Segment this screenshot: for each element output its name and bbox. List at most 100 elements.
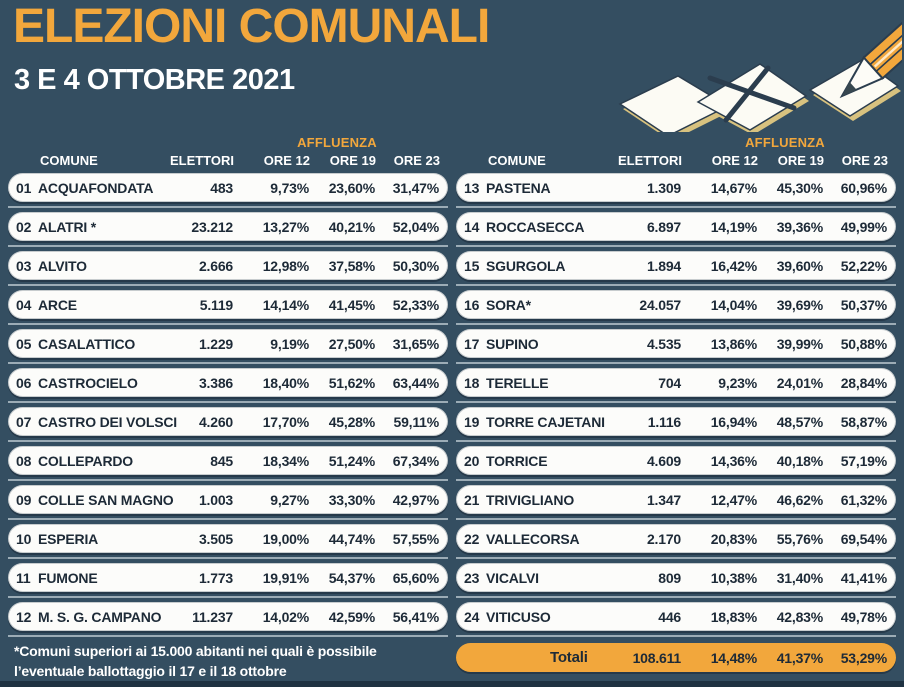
row-divider <box>8 479 448 481</box>
comune-cell: 21 TRIVIGLIANO <box>464 492 603 508</box>
row-pill: 09 COLLE SAN MAGNO 1.003 9,27% 33,30% 42,… <box>8 485 448 514</box>
ore12-cell: 18,83% <box>710 608 757 625</box>
row-pill: 08 COLLEPARDO 845 18,34% 51,24% 67,34% <box>8 446 448 475</box>
comune-name: TORRE CAJETANI <box>486 413 605 430</box>
row-number: 06 <box>16 374 32 391</box>
ore12-cell: 17,70% <box>262 413 309 430</box>
comune-cell: 05 CASALATTICO <box>16 336 155 352</box>
comune-cell: 19 TORRE CAJETANI <box>464 413 605 430</box>
ore23-cell: 57,55% <box>392 530 439 547</box>
column-headers-left: COMUNE ELETTORI ORE 12 ORE 19 ORE 23 <box>8 150 448 170</box>
row-pill: 19 TORRE CAJETANI 1.116 16,94% 48,57% 58,… <box>456 407 896 436</box>
ore19-cell: 41,45% <box>328 296 375 313</box>
footnote-line-1: *Comuni superiori ai 15.000 abitanti nei… <box>14 643 377 659</box>
row-pill: 12 M. S. G. CAMPANO 11.237 14,02% 42,59% … <box>8 602 448 631</box>
comune-cell: 16 SORA* <box>464 297 603 313</box>
ore19-cell: 48,57% <box>776 413 823 430</box>
ore19-cell: 39,36% <box>776 218 823 235</box>
affluenza-header: AFFLUENZA <box>456 134 896 150</box>
table-row: 16 SORA* 24.057 14,04% 39,69% 50,37% <box>456 290 896 329</box>
ore23-cell: 56,41% <box>392 608 439 625</box>
row-number: 21 <box>464 491 480 508</box>
elettori-cell: 1.347 <box>646 491 681 508</box>
ore23-cell: 50,37% <box>840 296 887 313</box>
table-right: AFFLUENZA COMUNE ELETTORI ORE 12 ORE 19 … <box>456 134 896 672</box>
row-divider <box>456 596 896 598</box>
table-row: 14 ROCCASECCA 6.897 14,19% 39,36% 49,99% <box>456 212 896 251</box>
rows-left: 01 ACQUAFONDATA 483 9,73% 23,60% 31,47% 0… <box>8 173 448 641</box>
row-divider <box>8 557 448 559</box>
elettori-cell: 1.894 <box>646 257 681 274</box>
col-header-elettori: ELETTORI <box>617 152 682 168</box>
ore23-cell: 31,65% <box>392 335 439 352</box>
elettori-cell: 23.212 <box>191 218 233 235</box>
page-subtitle: 3 E 4 OTTOBRE 2021 <box>14 64 295 96</box>
comune-name: ESPERIA <box>38 530 99 547</box>
ore12-cell: 9,27% <box>270 491 309 508</box>
row-pill: 16 SORA* 24.057 14,04% 39,69% 50,37% <box>456 290 896 319</box>
ore23-cell: 59,11% <box>393 413 439 430</box>
row-pill: 24 VITICUSO 446 18,83% 42,83% 49,78% <box>456 602 896 631</box>
comune-cell: 01 ACQUAFONDATA <box>16 180 155 196</box>
col-header-ore19: ORE 19 <box>329 152 376 168</box>
table-row: 19 TORRE CAJETANI 1.116 16,94% 48,57% 58,… <box>456 407 896 446</box>
footnote: *Comuni superiori ai 15.000 abitanti nei… <box>14 641 450 681</box>
comune-name: COLLE SAN MAGNO <box>38 491 174 508</box>
footnote-line-2: l’eventuale ballottaggio il 17 e il 18 o… <box>14 663 287 679</box>
table-row: 08 COLLEPARDO 845 18,34% 51,24% 67,34% <box>8 446 448 485</box>
ore12-cell: 18,34% <box>262 452 309 469</box>
ore12-cell: 16,94% <box>710 413 757 430</box>
row-divider <box>456 362 896 364</box>
ore19-cell: 23,60% <box>328 179 375 196</box>
row-number: 07 <box>16 413 32 430</box>
ore23-cell: 60,96% <box>840 179 887 196</box>
row-pill: 23 VICALVI 809 10,38% 31,40% 41,41% <box>456 563 896 592</box>
row-pill: 17 SUPINO 4.535 13,86% 39,99% 50,88% <box>456 329 896 358</box>
row-divider <box>456 440 896 442</box>
ore12-cell: 19,00% <box>262 530 309 547</box>
row-number: 08 <box>16 452 32 469</box>
ore23-cell: 63,44% <box>392 374 439 391</box>
row-divider <box>8 596 448 598</box>
elettori-cell: 4.260 <box>198 413 233 430</box>
ore19-cell: 24,01% <box>776 374 823 391</box>
comune-cell: 03 ALVITO <box>16 258 155 274</box>
row-pill: 21 TRIVIGLIANO 1.347 12,47% 46,62% 61,32% <box>456 485 896 514</box>
ore23-cell: 52,33% <box>392 296 439 313</box>
table-row: 23 VICALVI 809 10,38% 31,40% 41,41% <box>456 563 896 602</box>
ore12-cell: 18,40% <box>262 374 309 391</box>
row-number: 23 <box>464 569 480 586</box>
ballot-voted-icon <box>696 63 808 131</box>
comune-cell: 15 SGURGOLA <box>464 258 603 274</box>
ore23-cell: 50,30% <box>392 257 439 274</box>
comune-name: TRIVIGLIANO <box>486 491 575 508</box>
comune-cell: 17 SUPINO <box>464 336 603 352</box>
elettori-cell: 2.170 <box>646 530 681 547</box>
row-pill: 22 VALLECORSA 2.170 20,83% 55,76% 69,54% <box>456 524 896 553</box>
elettori-cell: 24.057 <box>639 296 681 313</box>
row-divider <box>8 323 448 325</box>
ore19-cell: 37,58% <box>328 257 375 274</box>
comune-name: SGURGOLA <box>486 257 566 274</box>
ore19-cell: 27,50% <box>328 335 375 352</box>
elettori-cell: 11.237 <box>192 608 233 625</box>
comune-name: ROCCASECCA <box>486 218 585 235</box>
column-headers-right: COMUNE ELETTORI ORE 12 ORE 19 ORE 23 <box>456 150 896 170</box>
ore12-cell: 14,02% <box>262 608 309 625</box>
comune-cell: 14 ROCCASECCA <box>464 219 603 235</box>
row-divider <box>8 206 448 208</box>
table-row: 13 PASTENA 1.309 14,67% 45,30% 60,96% <box>456 173 896 212</box>
comune-name: M. S. G. CAMPANO <box>38 608 162 625</box>
comune-cell: 02 ALATRI * <box>16 219 155 235</box>
affluenza-label: AFFLUENZA <box>745 134 825 150</box>
comune-cell: 20 TORRICE <box>464 453 603 469</box>
row-pill: 06 CASTROCIELO 3.386 18,40% 51,62% 63,44% <box>8 368 448 397</box>
comune-cell: 11 FUMONE <box>16 570 155 586</box>
ore12-cell: 12,47% <box>710 491 757 508</box>
elettori-cell: 1.229 <box>198 335 233 352</box>
comune-cell: 04 ARCE <box>16 297 155 313</box>
col-header-ore23: ORE 23 <box>393 152 440 168</box>
elettori-cell: 3.386 <box>198 374 233 391</box>
ore19-cell: 54,37% <box>328 569 375 586</box>
row-number: 04 <box>16 296 32 313</box>
